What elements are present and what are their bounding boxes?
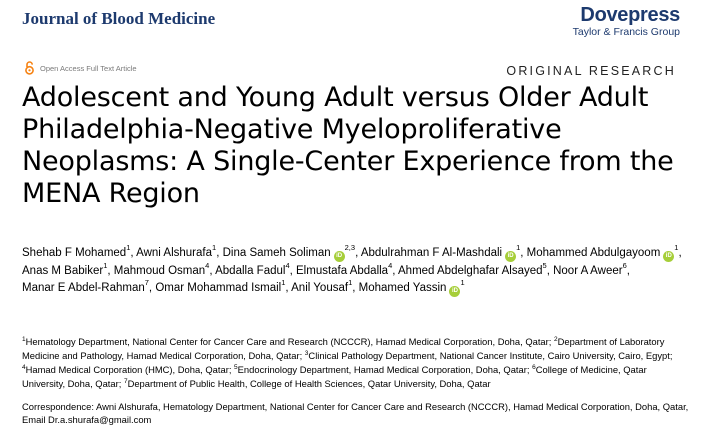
affiliation-text: Department of Laboratory Medicine and Pa… — [22, 336, 665, 362]
author-name[interactable]: Mohamed Yassin iD1 — [358, 279, 465, 297]
publisher-logo[interactable]: Dovepress Taylor & Francis Group — [572, 4, 681, 38]
publisher-name: Dovepress — [580, 4, 680, 26]
affiliations: 1Hematology Department, National Center … — [22, 334, 690, 390]
affiliation-number: 4 — [22, 363, 26, 371]
author-affiliation-number: 1 — [212, 243, 217, 253]
author-name[interactable]: Abdalla Fadul4, — [215, 260, 293, 277]
affiliation-number: 7 — [123, 377, 128, 385]
author-affiliation-number: 1 — [103, 260, 108, 270]
author-affiliation-number: 1 — [674, 243, 679, 253]
author-name[interactable]: Ahmed Abdelghafar Alsayed5, — [398, 260, 550, 277]
author-affiliation-number: 2,3 — [344, 243, 356, 253]
author-name[interactable]: Manar E Abdel-Rahman7, — [22, 278, 153, 294]
author-name-text: Elmustafa Abdalla — [296, 264, 389, 277]
author-name[interactable]: Shehab F Mohamed1, — [22, 243, 134, 259]
author-list: Shehab F Mohamed1, Awni Alshurafa1, Dina… — [22, 243, 684, 298]
affiliation-text: Endocrinology Department, Hamad Medical … — [237, 363, 530, 375]
author-name[interactable]: Abdulrahman F Al-Mashdali iD1, — [360, 244, 523, 262]
affiliation-text: College of Medicine, Qatar University, D… — [22, 363, 647, 389]
affiliation-text: Hamad Medical Corporation (HMC), Doha, Q… — [25, 363, 232, 375]
author-name-text: Shehab F Mohamed — [22, 247, 127, 259]
orcid-icon[interactable]: iD — [449, 286, 461, 297]
author-affiliation-number: 5 — [542, 260, 547, 270]
affiliation-number: 1 — [22, 336, 26, 343]
author-name[interactable]: Anas M Babiker1, — [22, 260, 111, 277]
author-name-text: Manar E Abdel-Rahman — [22, 282, 145, 294]
author-name[interactable]: Dina Sameh Soliman iD2,3, — [222, 244, 358, 262]
author-affiliation-number: 1 — [516, 243, 521, 253]
author-affiliation-number: 4 — [205, 260, 210, 270]
author-affiliation-number: 1 — [348, 278, 353, 288]
correspondence: Correspondence: Awni Alshurafa, Hematolo… — [22, 401, 689, 425]
author-name-text: Dina Sameh Soliman — [222, 247, 331, 259]
open-access-lock-icon — [25, 61, 34, 75]
affiliation-text: Hematology Department, National Center f… — [25, 336, 552, 348]
affiliation-number: 2 — [553, 336, 558, 343]
author-affiliation-number: 1 — [460, 278, 465, 288]
author-name[interactable]: Mahmoud Osman4, — [113, 260, 213, 277]
affiliation-number: 3 — [304, 349, 309, 357]
affiliation-number: 6 — [532, 363, 536, 371]
author-name-text: Awni Alshurafa — [136, 247, 213, 259]
author-name-text: Omar Mohammad Ismail — [155, 282, 282, 294]
article-category: ORIGINAL RESEARCH — [506, 64, 676, 78]
author-affiliation-number: 1 — [281, 278, 286, 288]
author-name-text: Anas M Babiker — [22, 264, 104, 277]
author-name-text: Mohamed Yassin — [358, 282, 447, 294]
author-name-text: Ahmed Abdelghafar Alsayed — [398, 264, 543, 277]
author-name-text: Mohammed Abdulgayoom — [526, 247, 661, 259]
author-name[interactable]: Anil Yousaf1, — [291, 278, 356, 294]
article-title: Adolescent and Young Adult versus Older … — [22, 82, 674, 209]
author-name-text: Abdulrahman F Al-Mashdali — [360, 247, 503, 259]
orcid-icon[interactable]: iD — [663, 251, 675, 262]
author-name[interactable]: Omar Mohammad Ismail1, — [155, 278, 289, 294]
journal-title: Journal of Blood Medicine — [22, 9, 216, 28]
author-affiliation-number: 7 — [144, 278, 149, 288]
author-name-text: Noor A Aweer — [553, 264, 623, 277]
author-name-text: Abdalla Fadul — [215, 264, 286, 277]
orcid-icon[interactable]: iD — [333, 251, 345, 262]
affiliation-text: Clinical Pathology Department, National … — [308, 350, 673, 362]
author-name[interactable]: Awni Alshurafa1, — [136, 243, 220, 259]
author-name-text: Mahmoud Osman — [113, 264, 206, 277]
open-access-text: Open Access Full Text Article — [40, 63, 137, 73]
open-access-label: Open Access Full Text Article — [24, 61, 137, 75]
author-affiliation-number: 6 — [622, 260, 627, 270]
author-name[interactable]: Noor A Aweer6, — [553, 260, 630, 277]
affiliation-text: Department of Public Health, College of … — [127, 377, 491, 389]
author-name[interactable]: Elmustafa Abdalla4, — [296, 260, 396, 277]
affiliation-number: 5 — [234, 363, 238, 371]
orcid-icon[interactable]: iD — [505, 251, 517, 262]
author-name-text: Anil Yousaf — [291, 282, 349, 294]
author-name[interactable]: Mohammed Abdulgayoom iD1, — [526, 244, 682, 262]
author-affiliation-number: 1 — [126, 243, 131, 253]
author-affiliation-number: 4 — [285, 260, 290, 270]
author-affiliation-number: 4 — [388, 260, 393, 270]
publisher-subtitle: Taylor & Francis Group — [572, 26, 680, 38]
